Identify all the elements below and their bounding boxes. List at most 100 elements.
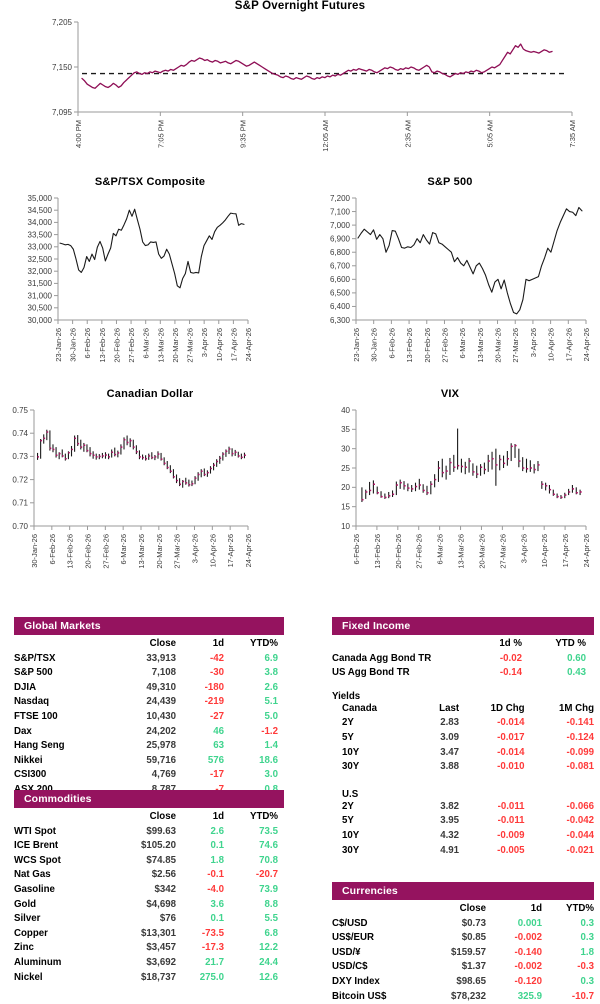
cell-name: 10Y: [342, 829, 360, 841]
svg-text:33,500: 33,500: [28, 230, 53, 239]
table-row: USD/¥ $159.57 -0.140 1.8: [332, 946, 594, 961]
cell-d1: -0.14: [499, 667, 522, 679]
gm-col-close: Close: [149, 638, 176, 649]
chart-overnight-futures: S&P Overnight Futures 7,095 7,150 7,205 4:0…: [0, 0, 600, 154]
svg-text:31,000: 31,000: [28, 291, 53, 300]
cell-name: Nat Gas: [14, 869, 51, 881]
svg-text:27-Mar-26: 27-Mar-26: [186, 328, 195, 363]
cell-ytd: 12.6: [259, 971, 278, 983]
svg-text:0.73: 0.73: [12, 452, 28, 461]
cell-d1: -42: [209, 652, 224, 664]
svg-text:20-Mar-26: 20-Mar-26: [477, 534, 486, 569]
cell-ytd: 24.4: [259, 956, 278, 968]
chart-vix-plot: 10 15 20 25 30 35 40 6-Feb-26 13-Feb-26 20-Feb-26…: [341, 406, 591, 569]
svg-text:10-Apr-26: 10-Apr-26: [540, 534, 549, 567]
cell-d1: -0.014: [497, 717, 525, 729]
cell-close: 8,787: [118, 783, 176, 798]
svg-text:6,600: 6,600: [330, 275, 351, 284]
cell-d1: 275.0: [199, 971, 224, 983]
cell-name: S&P 500: [14, 667, 53, 679]
svg-text:27-Feb-26: 27-Feb-26: [127, 328, 136, 363]
cell-d1: -180: [204, 681, 224, 693]
global-markets-heading: Global Markets: [14, 617, 284, 635]
table-row: FTSE 100 10,430 -27 5.0: [14, 710, 284, 725]
cell-last: 3.95: [440, 815, 460, 827]
cell-name: USD/¥: [332, 946, 361, 958]
gm-col-1d: 1d: [212, 638, 224, 649]
cell-ytd: -1.2: [261, 725, 278, 737]
svg-text:0.72: 0.72: [12, 475, 28, 484]
cell-name: Bitcoin US$: [332, 990, 387, 1002]
cell-d1: 1.8: [210, 854, 224, 866]
gm-col-ytd: YTD%: [250, 638, 278, 649]
svg-text:17-Apr-26: 17-Apr-26: [561, 534, 570, 567]
cell-close: $78,232: [450, 990, 486, 1002]
cell-close: $74.85: [146, 854, 176, 866]
table-row: 30Y 3.88 -0.010 -0.081: [332, 760, 594, 775]
cell-close: 49,310: [146, 681, 176, 693]
cell-ytd: 1.4: [264, 740, 278, 752]
chart-tsx-title: S&P/TSX Composite: [94, 176, 206, 188]
fi-col-ytd: YTD %: [555, 638, 586, 649]
table-row: ICE Brent $105.20 0.1 74.6: [14, 839, 284, 854]
cell-ytd: 0.3: [580, 917, 594, 929]
svg-text:30,500: 30,500: [28, 304, 53, 313]
table-row: Gasoline $342 -4.0 73.9: [14, 883, 284, 898]
svg-text:12:05 AM: 12:05 AM: [321, 120, 330, 152]
table-row: DJIA 49,310 -180 2.6: [14, 681, 284, 696]
svg-text:13-Mar-26: 13-Mar-26: [156, 328, 165, 363]
chart-canadian-dollar-title: Canadian Dollar: [106, 388, 194, 400]
svg-text:24-Apr-26: 24-Apr-26: [582, 328, 591, 361]
cell-name: 5Y: [342, 731, 354, 743]
svg-text:27-Mar-26: 27-Mar-26: [498, 534, 507, 569]
cell-m1: -0.021: [566, 844, 595, 856]
cell-d1: -30: [209, 667, 224, 679]
table-row: S&P 500 7,108 -30 3.8: [14, 666, 284, 681]
svg-text:34,500: 34,500: [28, 206, 53, 215]
svg-text:20-Feb-26: 20-Feb-26: [394, 534, 403, 569]
svg-text:2:35 AM: 2:35 AM: [403, 120, 412, 148]
svg-text:24-Apr-26: 24-Apr-26: [244, 534, 253, 567]
svg-text:17-Apr-26: 17-Apr-26: [564, 328, 573, 361]
svg-text:6-Feb-26: 6-Feb-26: [352, 534, 361, 564]
chart-vix-title: VIX: [440, 388, 460, 400]
svg-text:35: 35: [341, 425, 350, 434]
cell-close: $13,301: [140, 927, 176, 939]
chart-vix: VIX 10 15 20 25 30 35 40 6-Feb-26 13-Feb-26 20-Fe…: [300, 388, 600, 580]
cell-name: ICE Brent: [14, 840, 59, 852]
yields-label: Yields: [332, 690, 361, 702]
cell-name: USD/C$: [332, 961, 368, 973]
svg-text:3-Apr-26: 3-Apr-26: [200, 328, 209, 357]
cell-name: Gasoline: [14, 883, 55, 895]
cell-ytd: 1.8: [580, 946, 594, 958]
chart-tsx-plot: 30,000 30,500 31,000 31,500 32,000 32,500 33,0…: [28, 194, 253, 363]
cell-last: 3.82: [440, 800, 460, 812]
table-row: 10Y 3.47 -0.014 -0.099: [332, 746, 594, 761]
cell-m1: -0.141: [566, 717, 595, 729]
cm-col-1d: 1d: [212, 811, 224, 822]
cell-d1: 0.1: [210, 840, 224, 852]
table-row: S&P/TSX 33,913 -42 6.9: [14, 652, 284, 667]
svg-text:7,200: 7,200: [330, 194, 351, 203]
cell-name: DJIA: [14, 681, 37, 693]
cell-d1: -0.120: [514, 975, 542, 987]
svg-text:7,095: 7,095: [52, 108, 73, 117]
cell-ytd: 70.8: [259, 854, 278, 866]
cell-name: 2Y: [342, 717, 354, 729]
cm-col-ytd: YTD%: [250, 811, 278, 822]
cell-last: 3.47: [440, 746, 460, 758]
cell-name: CSI300: [14, 769, 47, 781]
cell-last: 4.91: [440, 844, 460, 856]
us-yield-rows: 2Y 3.82 -0.011 -0.066 5Y 3.95 -0.011 -0.042 10Y 4…: [332, 800, 594, 858]
cell-close: 10,430: [146, 710, 176, 722]
cell-close: $0.85: [461, 932, 486, 944]
panel-currencies: Currencies Close 1d YTD% C$/USD $0.73 0.00…: [332, 882, 594, 1004]
svg-text:24-Apr-26: 24-Apr-26: [582, 534, 591, 567]
cell-ytd: 0.60: [567, 652, 586, 664]
cm-col-close: Close: [149, 811, 176, 822]
svg-text:23-Jan-26: 23-Jan-26: [352, 328, 361, 362]
svg-text:20-Feb-26: 20-Feb-26: [423, 328, 432, 363]
table-row: 2Y 2.83 -0.014 -0.141: [332, 716, 594, 731]
svg-text:30-Jan-26: 30-Jan-26: [30, 534, 39, 568]
cell-name: S&P/TSX: [14, 652, 56, 664]
